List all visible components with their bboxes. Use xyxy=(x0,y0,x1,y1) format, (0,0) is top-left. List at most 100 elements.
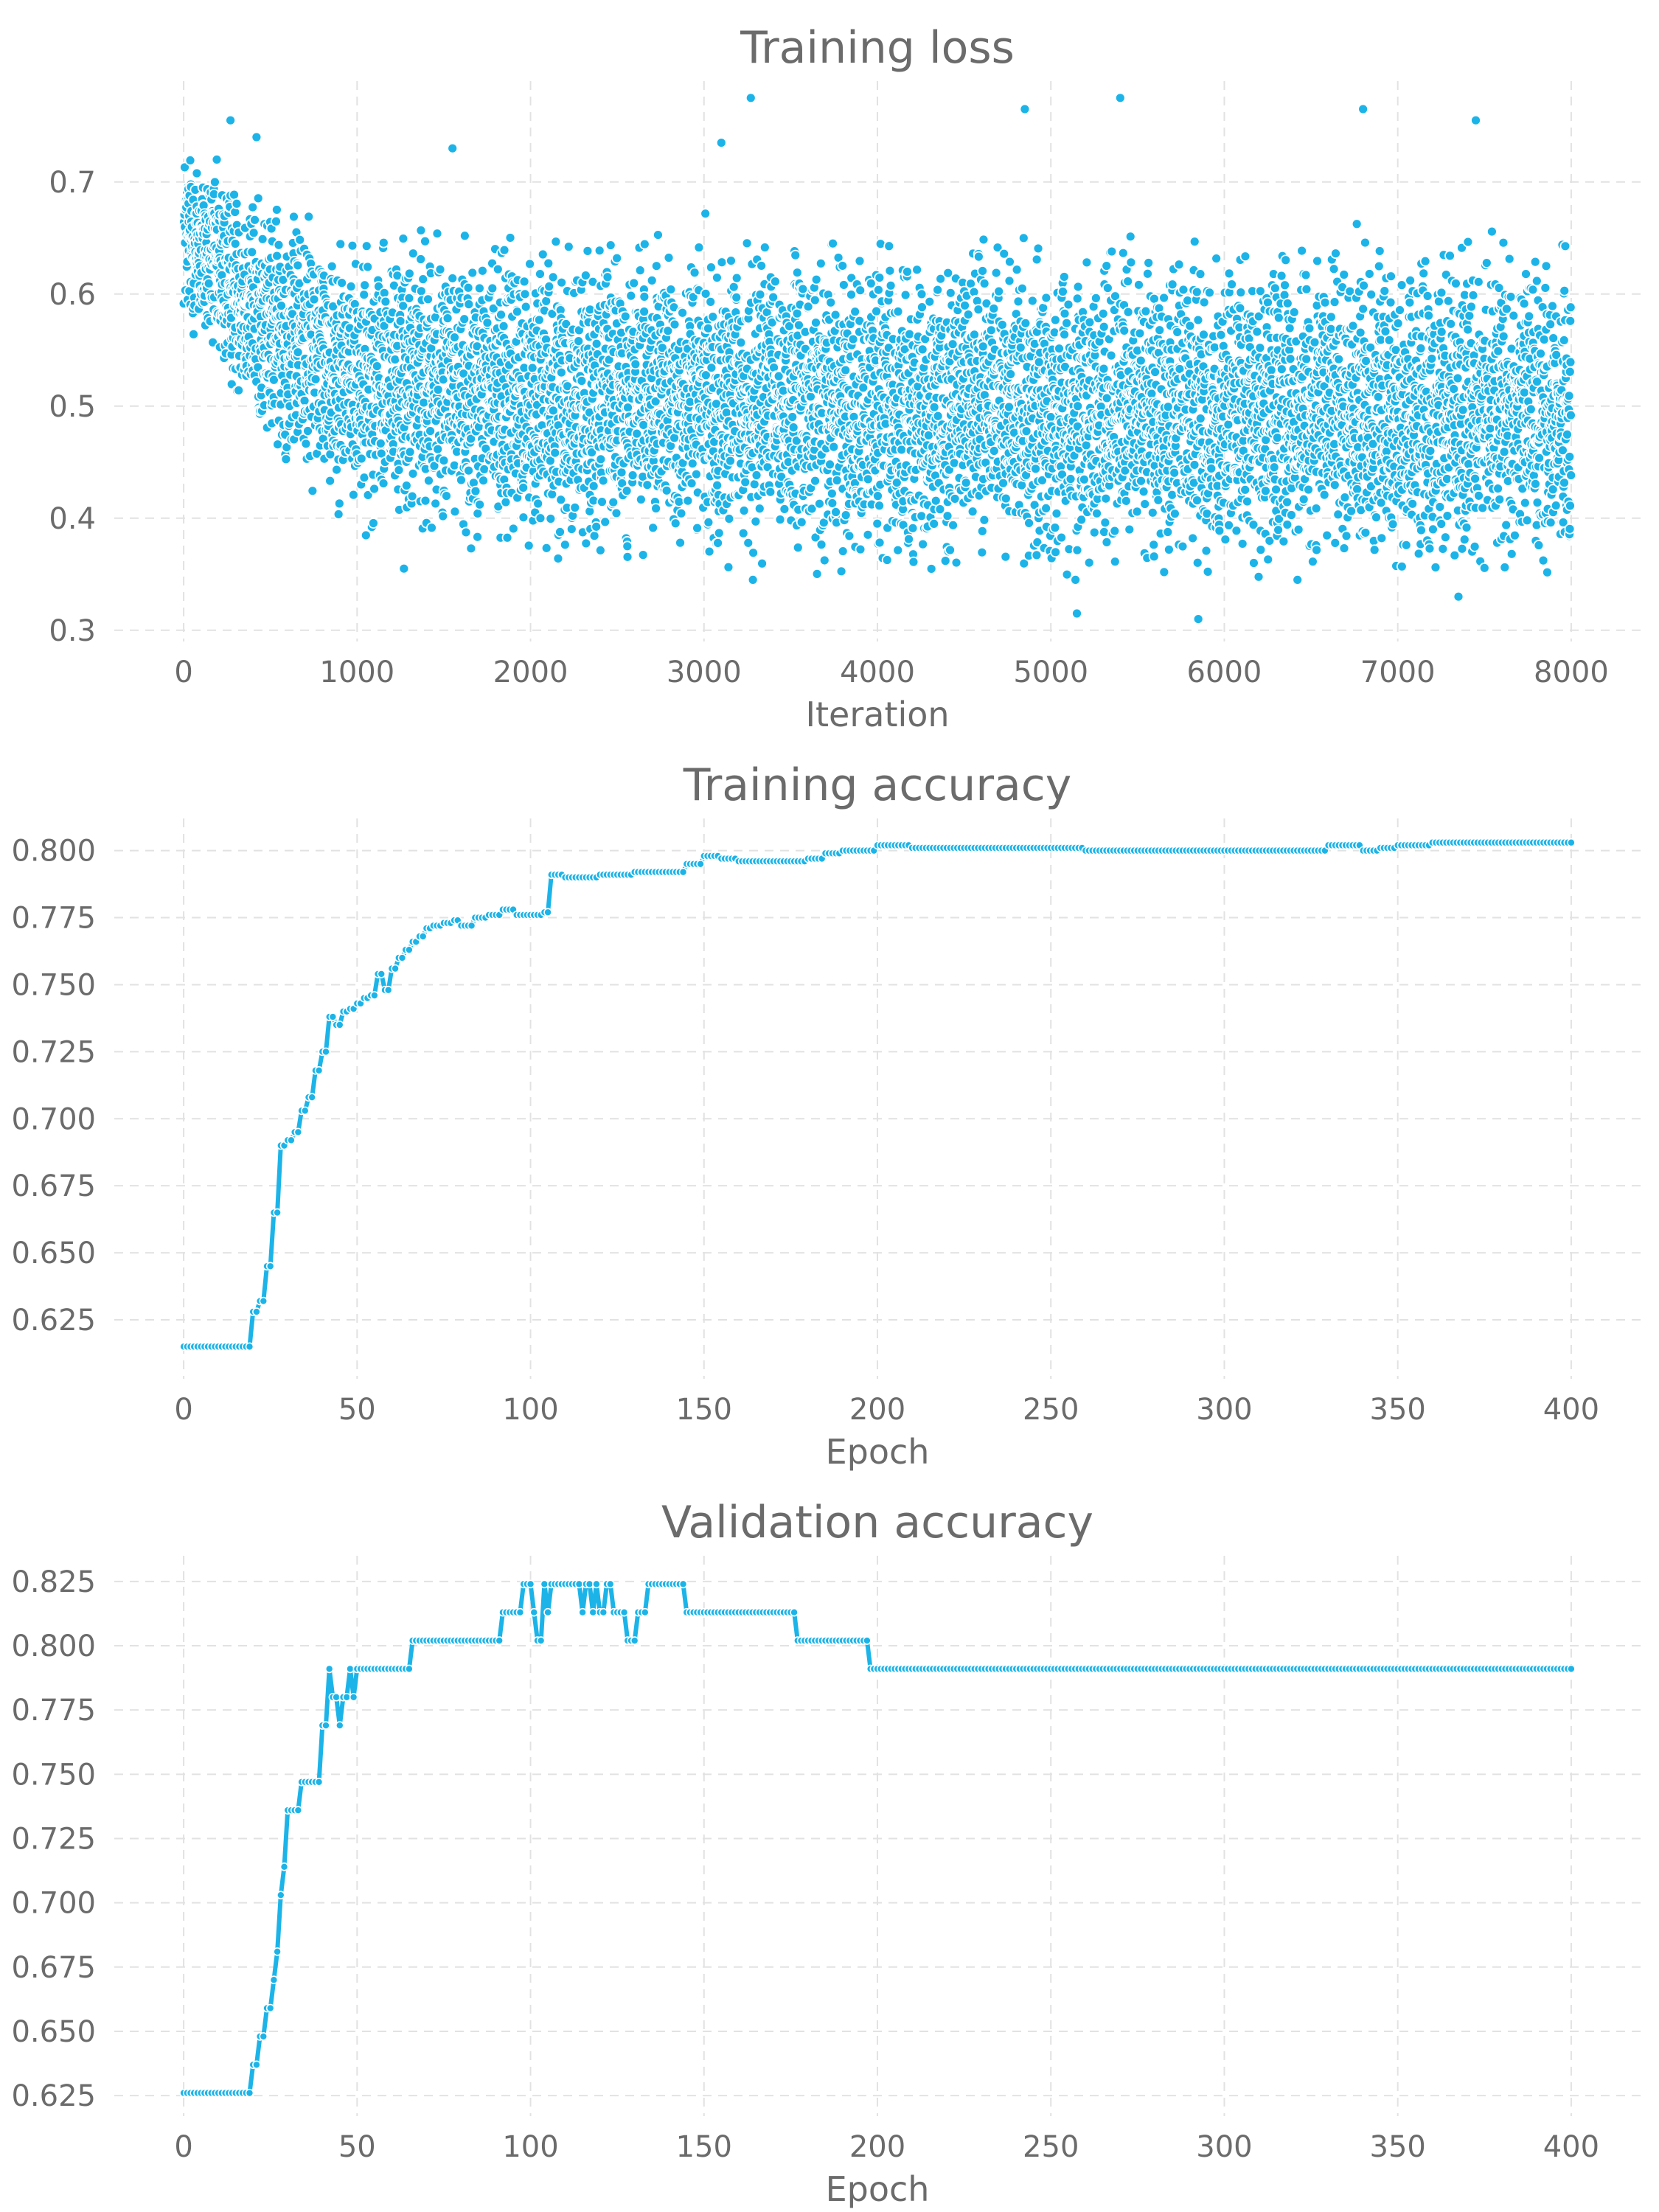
data-point xyxy=(336,277,348,289)
data-point xyxy=(1023,518,1034,529)
data-point xyxy=(426,522,437,534)
data-point xyxy=(535,512,546,524)
data-point xyxy=(665,284,677,295)
data-point xyxy=(233,385,245,396)
x-tick-label: 3000 xyxy=(667,655,742,689)
data-point xyxy=(622,402,633,414)
data-point xyxy=(837,546,849,557)
data-point xyxy=(229,238,241,249)
data-point xyxy=(978,234,990,246)
data-point xyxy=(588,480,599,492)
data-point xyxy=(252,192,264,204)
data-point xyxy=(650,503,662,514)
data-point xyxy=(809,294,821,306)
data-point xyxy=(559,539,571,551)
data-point xyxy=(837,260,849,271)
data-point xyxy=(884,265,896,276)
data-point xyxy=(883,240,895,252)
data-point xyxy=(900,289,911,301)
data-point xyxy=(371,361,383,372)
data-point xyxy=(686,458,698,470)
data-point xyxy=(588,530,600,542)
data-point xyxy=(608,496,619,508)
data-point xyxy=(545,513,557,524)
data-point xyxy=(333,509,344,520)
data-point xyxy=(394,316,406,327)
data-point xyxy=(673,496,685,507)
data-point xyxy=(1012,296,1024,307)
data-point xyxy=(669,518,681,529)
data-point xyxy=(566,524,577,535)
data-point xyxy=(463,465,474,476)
data-point xyxy=(179,161,190,173)
chart-panel-1: 0 1000 2000 3000 4000 5000 6000 7000 80000.30.40… xyxy=(49,22,1641,734)
data-point xyxy=(308,293,320,305)
data-point xyxy=(397,233,409,244)
data-point xyxy=(404,446,416,458)
data-point xyxy=(973,251,984,262)
data-point xyxy=(481,317,493,329)
data-point xyxy=(1004,275,1015,287)
data-point xyxy=(791,307,803,319)
data-point xyxy=(669,319,681,330)
data-point xyxy=(874,537,886,549)
data-point xyxy=(693,242,705,254)
data-point xyxy=(741,237,753,249)
data-point xyxy=(712,479,723,491)
data-point xyxy=(646,274,658,286)
data-point xyxy=(591,521,602,532)
data-point xyxy=(389,354,401,365)
x-tick-label: 1000 xyxy=(319,655,394,689)
chart-title: Training loss xyxy=(740,22,1015,74)
data-point xyxy=(874,500,885,512)
data-point xyxy=(1026,295,1038,307)
data-point xyxy=(518,512,529,524)
data-point xyxy=(498,244,510,256)
data-point xyxy=(456,474,467,486)
data-point xyxy=(425,425,436,437)
data-point xyxy=(415,285,427,297)
data-point xyxy=(675,507,687,519)
y-tick-label: 0.3 xyxy=(49,614,96,648)
data-point xyxy=(543,281,555,292)
data-point xyxy=(345,281,357,292)
data-point xyxy=(962,309,974,320)
data-point xyxy=(294,234,306,246)
data-point xyxy=(756,260,768,271)
data-point xyxy=(335,238,347,250)
data-point xyxy=(432,384,444,395)
data-point xyxy=(602,271,613,283)
data-point xyxy=(831,475,843,486)
data-point xyxy=(191,167,203,179)
data-point xyxy=(735,337,747,349)
data-point xyxy=(303,211,315,223)
data-point xyxy=(653,229,664,240)
data-point xyxy=(247,201,259,213)
data-point xyxy=(378,237,389,248)
data-point xyxy=(637,549,649,561)
data-point xyxy=(779,504,790,515)
data-point xyxy=(326,260,338,272)
data-point xyxy=(554,526,566,538)
data-point xyxy=(533,314,545,326)
data-point xyxy=(924,296,936,307)
data-point xyxy=(476,265,488,276)
data-point xyxy=(459,230,470,242)
data-point xyxy=(627,470,639,481)
data-point xyxy=(976,546,988,558)
data-point xyxy=(960,477,972,489)
x-tick-label: 0 xyxy=(174,655,192,689)
data-point xyxy=(647,522,659,534)
data-point xyxy=(985,324,997,336)
data-point xyxy=(616,467,627,479)
data-point xyxy=(787,422,799,434)
data-point xyxy=(814,498,825,509)
data-point xyxy=(874,272,886,284)
data-point xyxy=(507,523,519,535)
data-point xyxy=(774,514,786,526)
data-point xyxy=(437,510,449,522)
data-point xyxy=(1000,551,1012,563)
data-point xyxy=(797,283,809,295)
data-point xyxy=(478,475,489,487)
data-point xyxy=(945,287,956,299)
